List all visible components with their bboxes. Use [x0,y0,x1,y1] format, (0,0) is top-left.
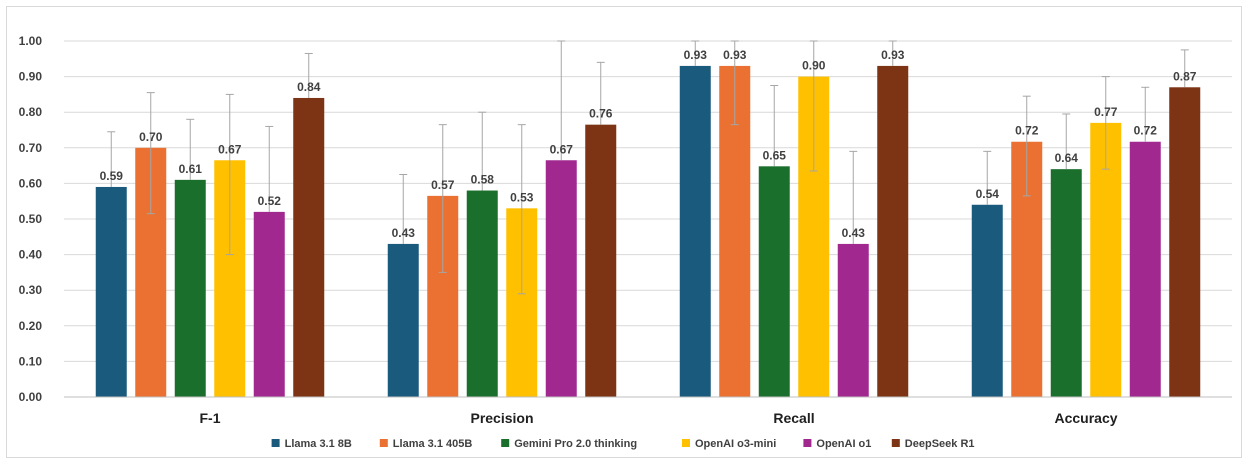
data-label: 0.87 [1173,69,1197,83]
bar [1129,141,1161,397]
data-label: 0.43 [392,226,416,240]
chart-frame [6,6,1242,458]
bar [971,204,1003,397]
legend-label: OpenAI o1 [816,438,871,450]
data-label: 0.43 [842,226,866,240]
legend-swatch [379,439,388,447]
y-tick-label: 0.50 [19,212,43,226]
legend-swatch [501,439,510,447]
bar [466,190,498,397]
y-tick-label: 0.80 [19,105,43,119]
data-label: 0.90 [802,59,826,73]
data-label: 0.59 [100,169,124,183]
data-label: 0.61 [179,162,203,176]
data-label: 0.77 [1094,105,1118,119]
bar [387,243,419,397]
bar [293,97,325,398]
bar [585,124,617,397]
data-label: 0.67 [218,142,242,156]
bar [174,179,206,397]
data-label: 0.64 [1055,151,1079,165]
legend-swatch [271,439,280,447]
y-tick-label: 0.00 [19,390,43,404]
data-label: 0.67 [550,142,574,156]
data-label: 0.53 [510,190,534,204]
y-tick-label: 0.30 [19,283,43,297]
bar [95,186,127,397]
y-tick-label: 0.40 [19,248,43,262]
bar [837,243,869,397]
data-label: 0.72 [1134,124,1158,138]
data-label: 0.70 [139,130,163,144]
bar [877,65,909,398]
bar [253,211,285,397]
data-label: 0.52 [258,194,282,208]
data-label: 0.93 [723,48,747,62]
y-tick-label: 0.10 [19,354,43,368]
data-label: 0.93 [684,48,708,62]
x-tick-label: Accuracy [1054,410,1117,426]
bar [679,65,711,398]
legend-label: Gemini Pro 2.0 thinking [514,438,637,450]
x-tick-label: Recall [773,410,814,426]
legend-swatch [891,439,900,447]
legend-label: DeepSeek R1 [905,438,975,450]
data-label: 0.72 [1015,124,1039,138]
y-tick-label: 0.90 [19,70,43,84]
y-tick-label: 0.60 [19,176,43,190]
y-tick-label: 0.70 [19,141,43,155]
data-label: 0.84 [297,80,321,94]
y-tick-label: 1.00 [19,34,43,48]
legend-swatch [682,439,690,447]
x-tick-label: Precision [470,410,533,426]
data-label: 0.58 [471,173,495,187]
bar [1169,87,1201,397]
y-tick-label: 0.20 [19,319,43,333]
legend-label: Llama 3.1 8B [285,438,352,450]
bar [545,160,577,397]
data-label: 0.93 [881,48,905,62]
bar [758,166,790,397]
data-label: 0.54 [976,187,1000,201]
legend-label: Llama 3.1 405B [393,438,473,450]
bar [1050,169,1082,397]
data-label: 0.65 [763,148,787,162]
data-label: 0.57 [431,178,455,192]
legend-swatch [803,439,812,447]
data-label: 0.76 [589,107,613,121]
legend-label: OpenAI o3-mini [695,438,776,450]
x-tick-label: F-1 [200,410,221,426]
